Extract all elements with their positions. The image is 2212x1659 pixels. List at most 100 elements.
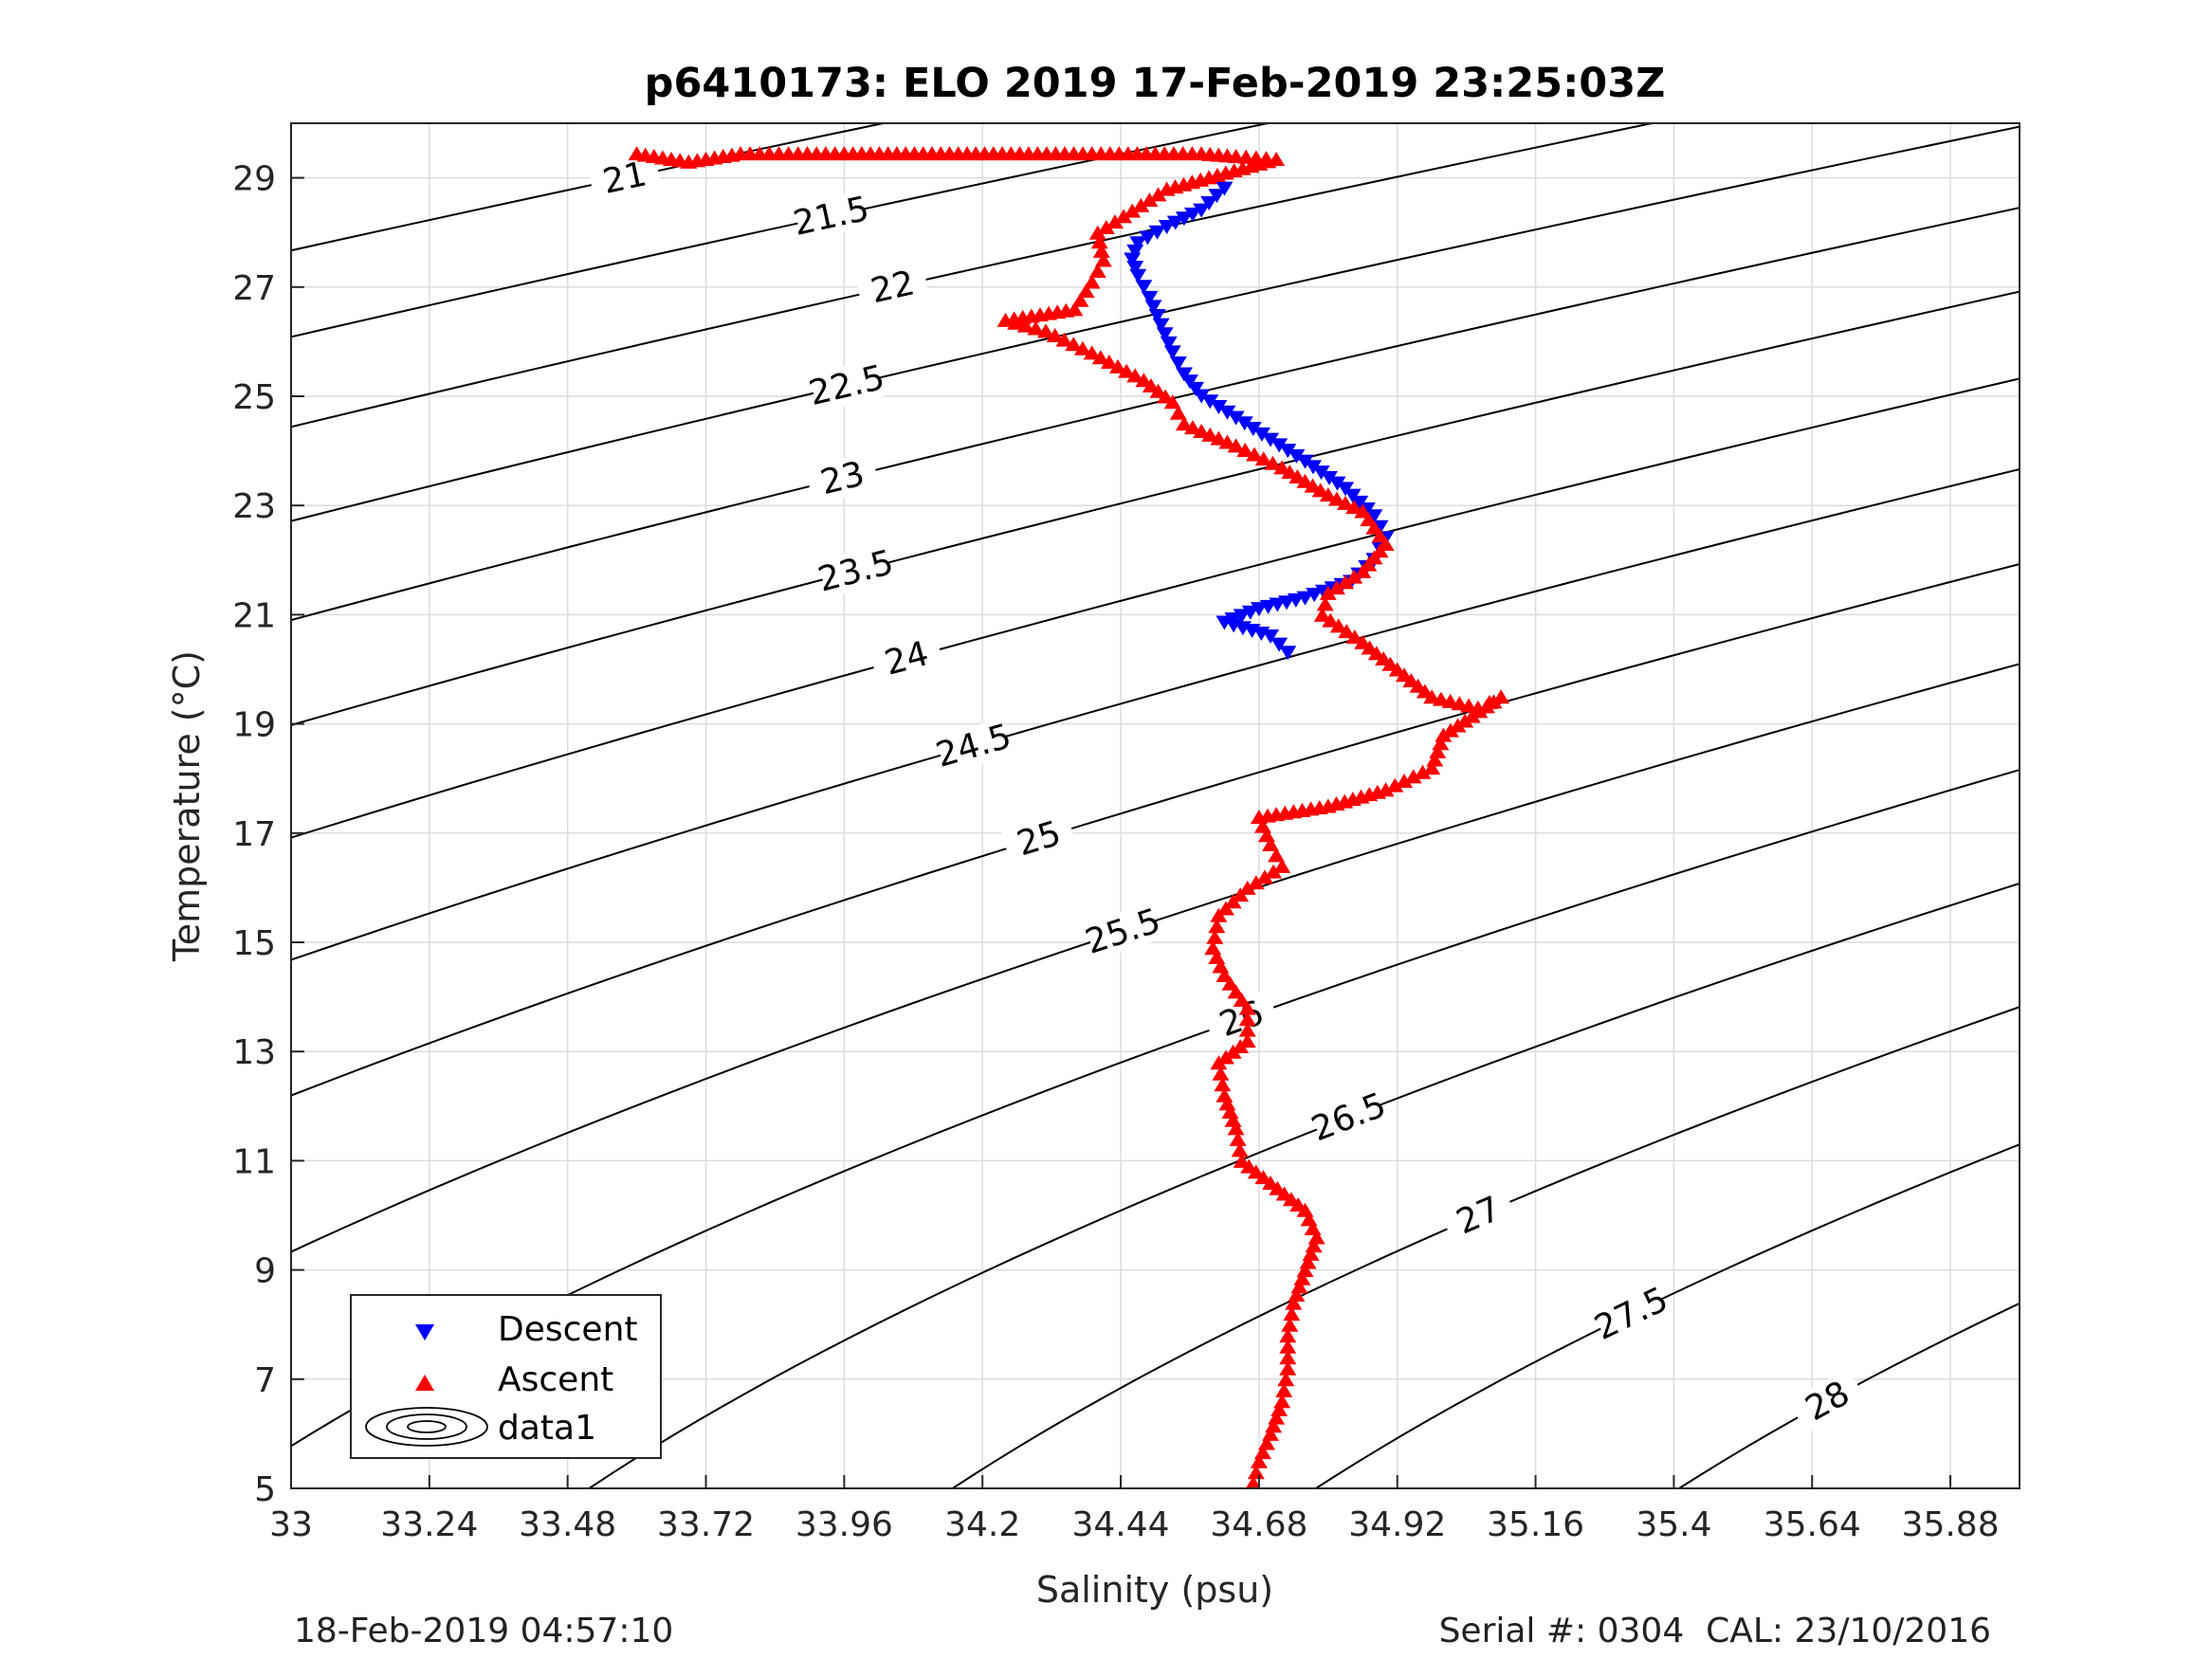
ascent-point — [1094, 252, 1112, 267]
density-contour-labels: 2121.52222.52323.52424.52525.52626.52727… — [587, 152, 1867, 1434]
ascent-point — [1210, 907, 1228, 922]
legend-box — [350, 1294, 662, 1459]
ascent-point — [1007, 315, 1025, 330]
ascent-point — [1183, 420, 1201, 435]
ascent-point — [1055, 332, 1073, 347]
y-tick-label: 21 — [232, 596, 276, 635]
ascent-point — [1275, 1382, 1293, 1397]
descent-point — [1262, 629, 1280, 644]
ascent-point — [1233, 992, 1251, 1007]
density-contour — [291, 123, 1272, 338]
contour-label-bg — [1592, 1282, 1671, 1346]
ascent-point — [1088, 264, 1106, 279]
ascent-point — [1037, 323, 1055, 338]
x-tick-label: 35.16 — [1487, 1505, 1584, 1544]
x-tick-label: 33 — [269, 1505, 313, 1544]
ascent-point — [1132, 197, 1150, 212]
descent-point — [1124, 252, 1142, 267]
ascent-point — [1238, 1022, 1256, 1037]
ascent-point — [1396, 774, 1414, 789]
ascent-point — [1169, 405, 1187, 420]
contour-label: 22 — [868, 264, 919, 311]
ascent-point — [1163, 394, 1181, 410]
descent-point — [1227, 410, 1245, 426]
legend-contour-label: data1 — [498, 1409, 596, 1448]
ascent-point — [1279, 1339, 1297, 1354]
y-tick-label: 11 — [232, 1142, 276, 1181]
ascent-point — [1071, 292, 1089, 307]
descent-point — [1365, 509, 1383, 524]
x-tick-label: 35.4 — [1636, 1505, 1711, 1544]
contour-label-bg — [1439, 1184, 1518, 1247]
ascent-point — [1206, 929, 1224, 944]
ascent-point — [1236, 442, 1254, 457]
legend-contour-icon — [365, 1407, 488, 1447]
plot-frame — [290, 122, 2020, 1489]
ascent-point — [1227, 438, 1245, 453]
descent-point — [1160, 336, 1178, 351]
plot-background — [291, 123, 2020, 1488]
contour-label-bg — [804, 451, 881, 505]
descent-point — [1183, 207, 1201, 222]
x-tick-label: 34.92 — [1348, 1505, 1446, 1544]
descent-point — [1271, 438, 1289, 453]
y-tick-label: 19 — [232, 706, 276, 745]
chart-title: p6410173: ELO 2019 17-Feb-2019 23:25:03Z — [645, 60, 1666, 107]
descent-point — [1279, 444, 1297, 459]
descent-point — [1169, 356, 1187, 371]
density-contour — [291, 663, 2020, 1253]
y-tick-label: 29 — [232, 160, 276, 199]
ascent-point — [1250, 1453, 1268, 1468]
ascent-point — [1329, 618, 1347, 633]
ascent-point — [1279, 1328, 1297, 1343]
descent-point — [1152, 318, 1170, 333]
ascent-point — [1279, 1360, 1297, 1376]
descent-point — [1135, 280, 1153, 295]
ascent-point — [1065, 337, 1083, 352]
descent-point — [1156, 327, 1174, 342]
ascent-point — [1149, 187, 1167, 202]
ascent-point — [1345, 569, 1363, 584]
density-contours — [291, 123, 2020, 1488]
ascent-point — [1231, 1142, 1249, 1158]
ascent-point — [1115, 209, 1133, 224]
descent-point — [1141, 290, 1159, 305]
descent-point — [1262, 432, 1280, 447]
ascent-point — [1338, 624, 1356, 639]
contour-label-bg — [935, 718, 1012, 774]
legend-descent-marker — [415, 1324, 434, 1340]
descent-point — [1129, 236, 1147, 251]
footer-timestamp: 18-Feb-2019 04:57:10 — [294, 1612, 674, 1650]
descent-point — [1235, 416, 1253, 431]
descent-point — [1208, 189, 1226, 204]
descent-point — [1201, 394, 1219, 410]
ascent-point — [1221, 975, 1239, 991]
x-axis-label: Salinity (psu) — [1036, 1569, 1273, 1611]
y-tick-label: 7 — [254, 1361, 276, 1400]
descent-point — [1296, 454, 1314, 469]
ascent-point — [1268, 848, 1286, 863]
descent-point — [1271, 637, 1289, 652]
descent-point — [1193, 389, 1211, 404]
ascent-point — [1246, 447, 1264, 462]
ascent-point — [1124, 203, 1142, 218]
contour-label-bg — [1000, 810, 1077, 867]
ascent-point — [1354, 563, 1372, 578]
descent-point — [1279, 646, 1297, 661]
descent-point — [1148, 225, 1166, 240]
y-tick-label: 23 — [232, 487, 276, 526]
y-tick-label: 9 — [254, 1252, 276, 1291]
descent-point — [1180, 374, 1198, 390]
y-tick-label: 25 — [232, 378, 276, 417]
descent-point — [1175, 367, 1193, 382]
ascent-point — [1245, 1475, 1261, 1488]
ascent-point — [1327, 580, 1345, 595]
ascent-point — [1083, 274, 1101, 289]
density-contour — [291, 290, 2020, 726]
y-tick-label: 13 — [232, 1033, 276, 1072]
descent-point — [1210, 400, 1228, 415]
ascent-point — [1158, 181, 1176, 196]
ascent-point — [1100, 355, 1118, 370]
density-contour — [291, 207, 2020, 622]
contour-label-bg — [809, 358, 885, 412]
